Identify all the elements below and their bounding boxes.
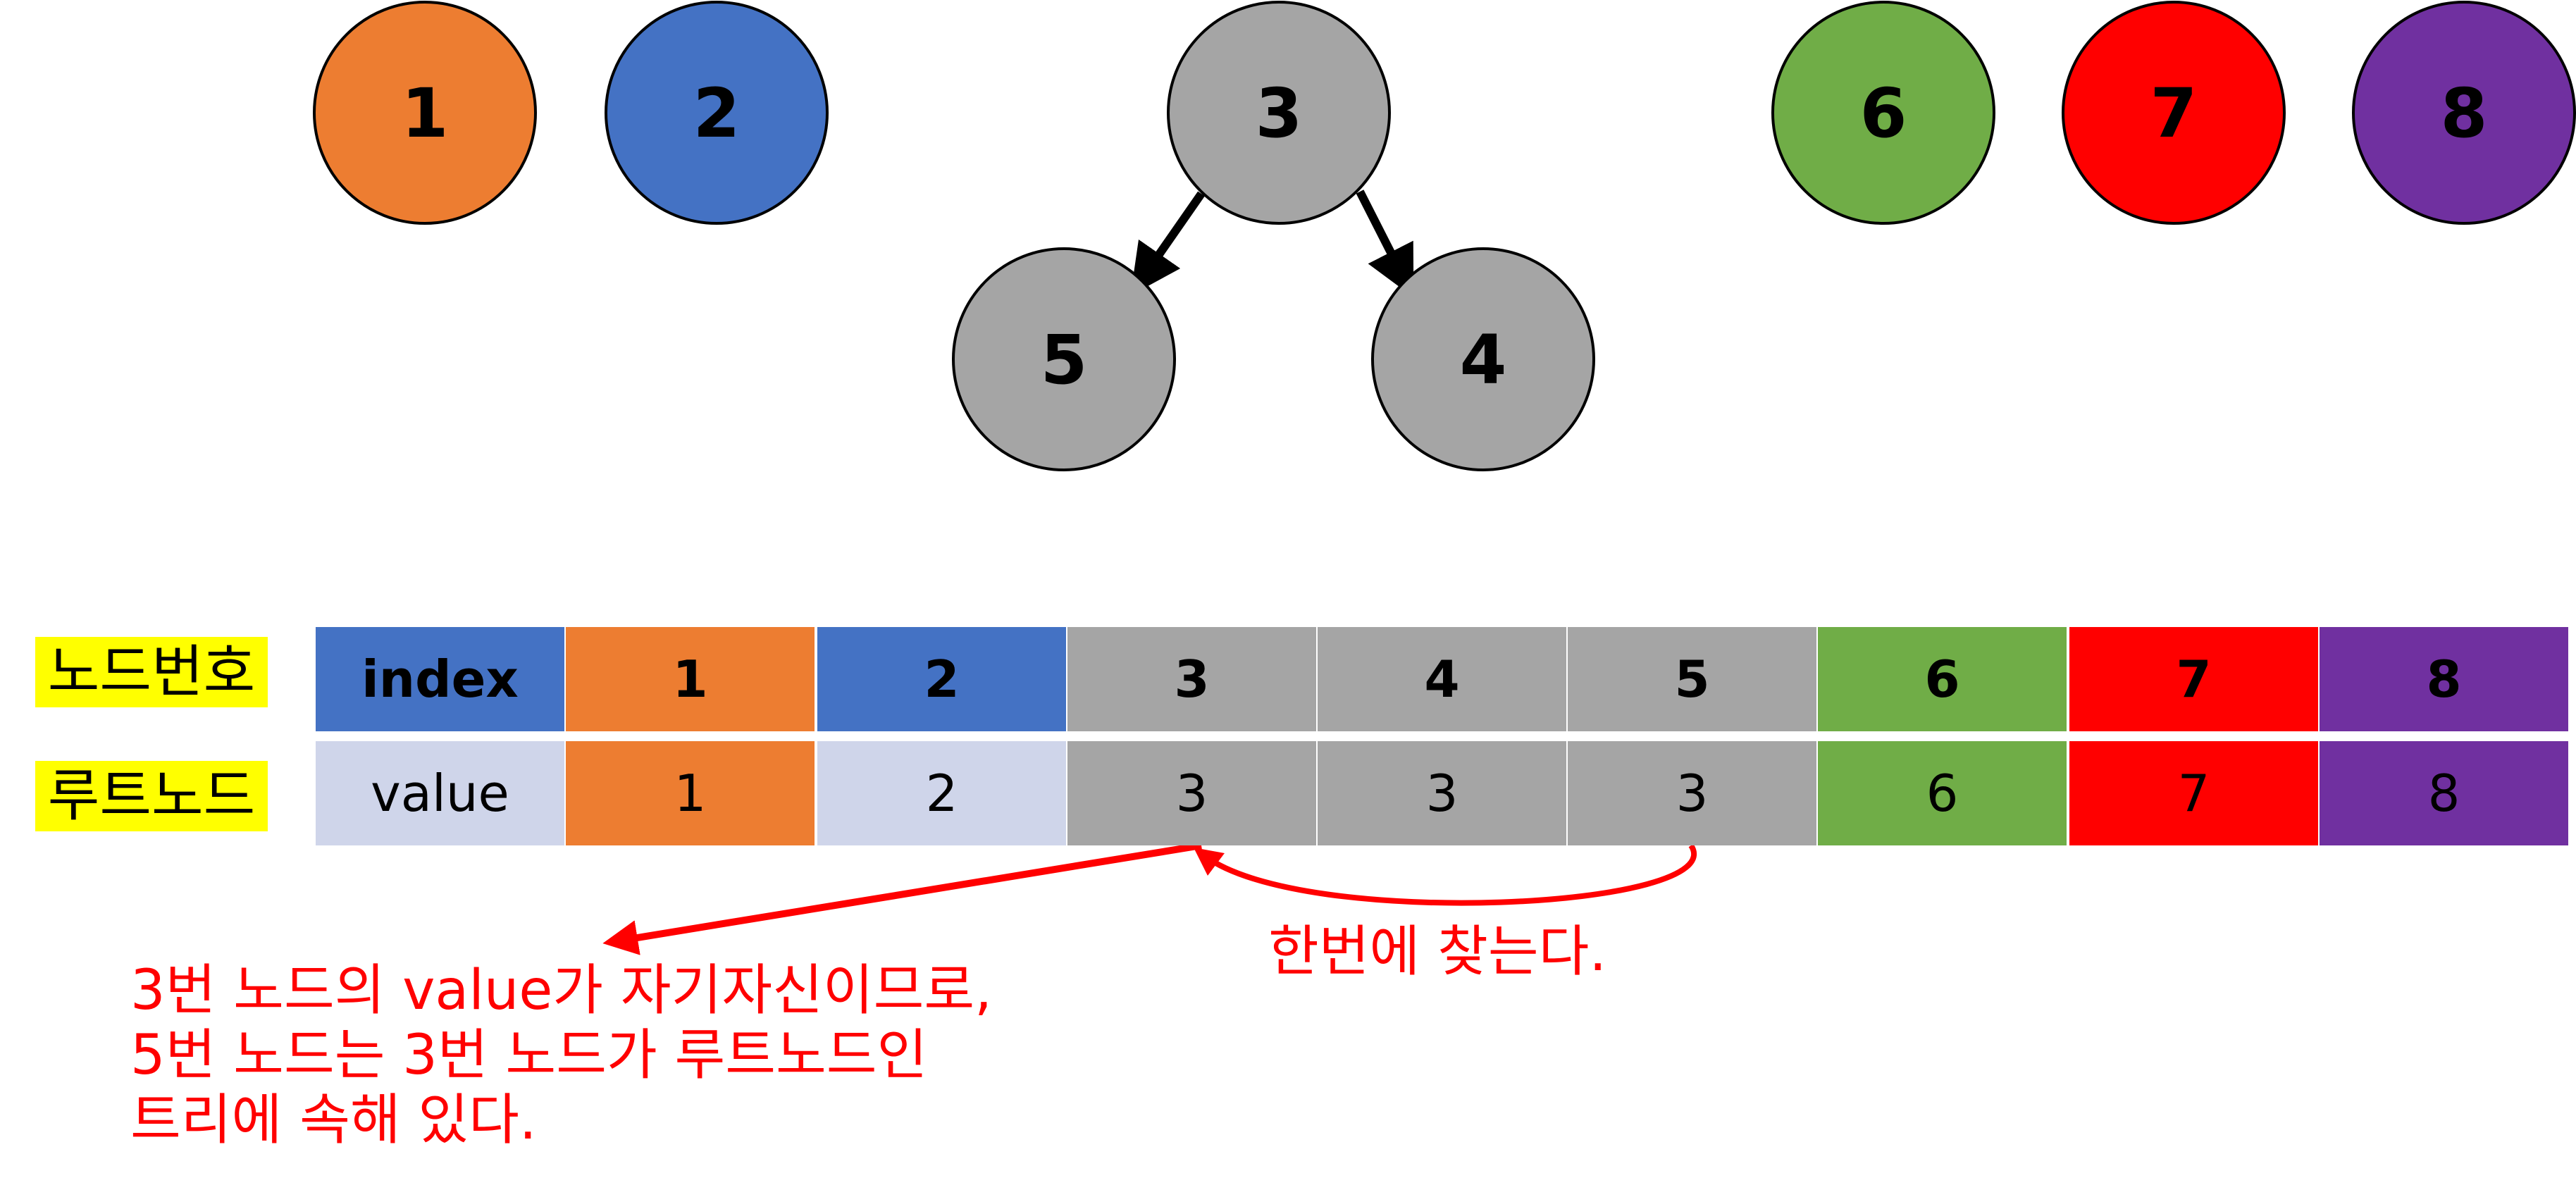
value-header-cell: value bbox=[316, 741, 564, 845]
index-cell-4: 4 bbox=[1318, 627, 1566, 731]
tree-node-circle bbox=[1167, 1, 1391, 225]
index-cell-3: 3 bbox=[1067, 627, 1316, 731]
tree-node-8: 8 bbox=[2352, 1, 2576, 225]
arrow-found-once bbox=[1193, 843, 1697, 906]
value-cell-2: 2 bbox=[817, 741, 1066, 845]
tree-node-1: 1 bbox=[313, 1, 537, 225]
tree-node-7: 7 bbox=[2062, 1, 2286, 225]
tree-node-circle bbox=[2062, 1, 2286, 225]
tree-node-circle bbox=[952, 247, 1176, 471]
explanation-note: 3번 노드의 value가 자기자신이므로, 5번 노드는 3번 노드가 루트노… bbox=[130, 958, 992, 1153]
tree-node-label: 4 bbox=[1460, 321, 1507, 399]
explanation-line-2: 5번 노드는 3번 노드가 루트노드인 bbox=[130, 1024, 928, 1087]
explanation-line-1: 3번 노드의 value가 자기자신이므로, bbox=[130, 959, 992, 1022]
explanation-line-3: 트리에 속해 있다. bbox=[130, 1089, 537, 1152]
value-cell-5: 3 bbox=[1568, 741, 1816, 845]
index-cell-1: 1 bbox=[566, 627, 815, 731]
index-cell-8: 8 bbox=[2320, 627, 2568, 731]
tree-node-circle bbox=[1371, 247, 1595, 471]
tree-node-label: 2 bbox=[693, 74, 741, 153]
tree-node-label: 5 bbox=[1041, 321, 1088, 399]
edge-3-to-5 bbox=[1130, 191, 1205, 296]
tree-node-circle bbox=[313, 1, 537, 225]
value-cell-3: 3 bbox=[1067, 741, 1316, 845]
index-cell-6: 6 bbox=[1818, 627, 2067, 731]
tree-node-circle bbox=[2352, 1, 2576, 225]
tree-node-label: 8 bbox=[2441, 74, 2488, 153]
index-cell-5: 5 bbox=[1568, 627, 1816, 731]
row-label-node-number: 노드번호 bbox=[35, 637, 268, 707]
tree-node-circle bbox=[605, 1, 829, 225]
value-cell-6: 6 bbox=[1818, 741, 2067, 845]
found-once-note: 한번에 찾는다. bbox=[1268, 920, 1607, 984]
value-cell-4: 3 bbox=[1318, 741, 1566, 845]
row-label-root-node: 루트노드 bbox=[35, 761, 268, 831]
tree-node-label: 6 bbox=[1860, 74, 1907, 153]
index-cell-7: 7 bbox=[2069, 627, 2318, 731]
value-cell-8: 8 bbox=[2320, 741, 2568, 845]
index-header-cell: index bbox=[316, 627, 564, 731]
tree-node-4: 4 bbox=[1371, 247, 1595, 471]
edge-3-to-4 bbox=[1356, 190, 1414, 298]
value-cell-1: 1 bbox=[566, 741, 815, 845]
tree-node-2: 2 bbox=[605, 1, 829, 225]
tree-node-6: 6 bbox=[1771, 1, 1995, 225]
arrow-to-explanation bbox=[602, 842, 1202, 955]
tree-node-circle bbox=[1771, 1, 1995, 225]
value-cell-7: 7 bbox=[2069, 741, 2318, 845]
tree-node-5: 5 bbox=[952, 247, 1176, 471]
index-cell-2: 2 bbox=[817, 627, 1066, 731]
tree-node-label: 7 bbox=[2150, 74, 2198, 153]
tree-node-3: 3 bbox=[1167, 1, 1391, 225]
tree-node-label: 3 bbox=[1256, 74, 1303, 153]
tree-node-label: 1 bbox=[402, 74, 449, 153]
